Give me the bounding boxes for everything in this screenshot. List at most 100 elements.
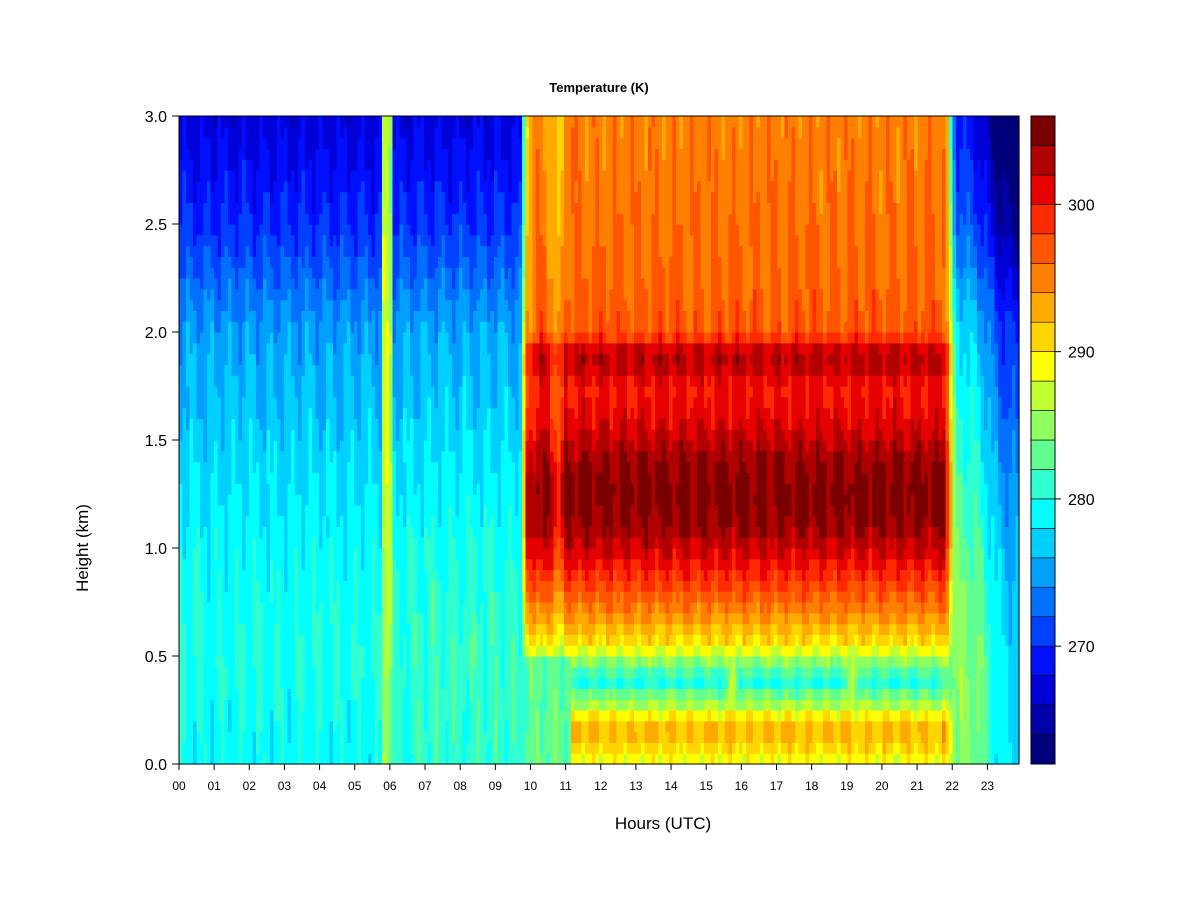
heatmap-cell xyxy=(445,699,450,711)
heatmap-cell xyxy=(315,602,320,614)
heatmap-cell xyxy=(378,148,383,160)
heatmap-cell xyxy=(462,591,467,603)
heatmap-cell xyxy=(284,515,289,527)
heatmap-cell xyxy=(305,731,310,743)
heatmap-cell xyxy=(298,720,303,733)
heatmap-cell xyxy=(396,548,401,560)
heatmap-cell xyxy=(224,634,229,646)
heatmap-cell xyxy=(305,483,310,495)
heatmap-cell xyxy=(200,288,205,301)
heatmap-cell xyxy=(298,526,303,538)
heatmap-cell xyxy=(221,278,226,290)
heatmap-cell xyxy=(196,256,201,268)
heatmap-cell xyxy=(333,191,338,203)
heatmap-cell xyxy=(364,580,369,592)
heatmap-cell xyxy=(326,569,331,581)
heatmap-cell xyxy=(179,364,184,376)
heatmap-cell xyxy=(221,526,226,538)
heatmap-cell xyxy=(298,375,303,387)
heatmap-cell xyxy=(263,191,268,203)
heatmap-cell xyxy=(305,688,310,700)
heatmap-cell xyxy=(308,202,313,214)
heatmap-cell xyxy=(207,720,212,733)
heatmap-cell xyxy=(441,375,446,387)
heatmap-cell xyxy=(270,440,275,452)
heatmap-cell xyxy=(252,224,257,236)
heatmap-cell xyxy=(396,407,401,419)
heatmap-cell xyxy=(221,137,226,149)
heatmap-cell xyxy=(371,148,376,160)
heatmap-cell xyxy=(291,537,296,549)
heatmap-cell xyxy=(455,224,460,236)
heatmap-cell xyxy=(294,299,299,311)
heatmap-cell xyxy=(343,278,348,290)
heatmap-cell xyxy=(308,224,313,236)
heatmap-cell xyxy=(280,591,285,603)
heatmap-cell xyxy=(406,699,411,711)
heatmap-cell xyxy=(427,634,432,646)
heatmap-cell xyxy=(266,580,271,592)
heatmap-cell xyxy=(238,504,243,517)
heatmap-cell xyxy=(287,461,292,473)
heatmap-cell xyxy=(319,321,324,333)
heatmap-cell xyxy=(403,753,408,765)
heatmap-cell xyxy=(452,515,457,527)
heatmap-cell xyxy=(193,418,198,430)
heatmap-cell xyxy=(193,483,198,495)
heatmap-cell xyxy=(420,666,425,679)
heatmap-cell xyxy=(385,364,390,376)
heatmap-cell xyxy=(266,386,271,398)
heatmap-cell xyxy=(427,461,432,473)
heatmap-cell xyxy=(259,753,264,765)
heatmap-cell xyxy=(427,591,432,603)
heatmap-cell xyxy=(392,364,397,376)
heatmap-cell xyxy=(249,677,254,689)
heatmap-cell xyxy=(424,170,429,182)
heatmap-cell xyxy=(368,267,373,279)
heatmap-cell xyxy=(242,483,247,495)
heatmap-cell xyxy=(336,580,341,592)
heatmap-cell xyxy=(249,710,254,722)
heatmap-cell xyxy=(231,623,236,635)
heatmap-cell xyxy=(459,310,464,322)
heatmap-cell xyxy=(343,494,348,506)
heatmap-cell xyxy=(298,515,303,527)
heatmap-cell xyxy=(252,548,257,560)
heatmap-cell xyxy=(336,645,341,657)
heatmap-cell xyxy=(413,602,418,614)
heatmap-cell xyxy=(403,213,408,225)
heatmap-cell xyxy=(214,710,219,722)
heatmap-cell xyxy=(217,342,222,355)
heatmap-cell xyxy=(340,321,345,333)
heatmap-cell xyxy=(193,396,198,409)
heatmap-cell xyxy=(417,472,422,484)
heatmap-cell xyxy=(455,396,460,409)
heatmap-cell xyxy=(270,375,275,387)
heatmap-cell xyxy=(368,213,373,225)
heatmap-cell xyxy=(452,299,457,311)
heatmap-cell xyxy=(371,688,376,700)
heatmap-cell xyxy=(287,407,292,419)
heatmap-cell xyxy=(371,623,376,635)
heatmap-cell xyxy=(228,472,233,484)
heatmap-cell xyxy=(291,418,296,430)
heatmap-cell xyxy=(333,526,338,538)
heatmap-cell xyxy=(301,602,306,614)
heatmap-cell xyxy=(427,342,432,355)
heatmap-cell xyxy=(424,699,429,711)
heatmap-cell xyxy=(291,375,296,387)
heatmap-cell xyxy=(256,656,261,668)
heatmap-cell xyxy=(350,137,355,149)
heatmap-cell xyxy=(375,483,380,495)
heatmap-cell xyxy=(284,602,289,614)
heatmap-cell xyxy=(403,515,408,527)
heatmap-cell xyxy=(242,234,247,247)
heatmap-cell xyxy=(336,396,341,409)
heatmap-cell xyxy=(326,321,331,333)
heatmap-cell xyxy=(291,504,296,517)
heatmap-cell xyxy=(259,461,264,473)
heatmap-cell xyxy=(273,256,278,268)
heatmap-cell xyxy=(224,267,229,279)
heatmap-cell xyxy=(294,710,299,722)
heatmap-cell xyxy=(256,526,261,538)
